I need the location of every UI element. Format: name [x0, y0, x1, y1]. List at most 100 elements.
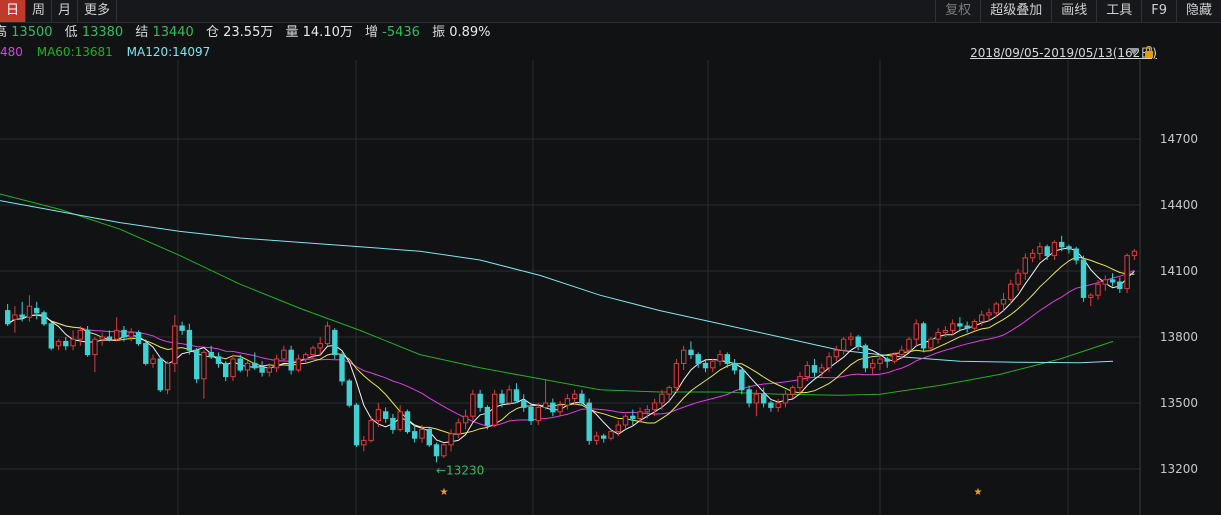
- candle[interactable]: [564, 398, 571, 406]
- tab-daily[interactable]: 日: [0, 0, 27, 22]
- candle[interactable]: [186, 329, 193, 351]
- candle[interactable]: [317, 343, 323, 349]
- candle[interactable]: [899, 349, 905, 356]
- candle[interactable]: [157, 358, 164, 391]
- candle[interactable]: [295, 358, 302, 371]
- tab-more[interactable]: 更多: [78, 0, 118, 22]
- candle[interactable]: [891, 354, 898, 362]
- candle[interactable]: [1109, 279, 1116, 283]
- candle[interactable]: [579, 393, 585, 404]
- draw-line-button[interactable]: 画线: [1051, 0, 1096, 22]
- candle[interactable]: [484, 406, 491, 426]
- candle[interactable]: [913, 323, 919, 340]
- candle[interactable]: [1080, 259, 1087, 298]
- candle[interactable]: [681, 349, 687, 364]
- candle[interactable]: [586, 402, 592, 441]
- candle[interactable]: [5, 310, 11, 325]
- candle[interactable]: [557, 404, 563, 413]
- candle[interactable]: [593, 435, 600, 441]
- candle[interactable]: [819, 367, 825, 373]
- hide-button[interactable]: 隐藏: [1175, 0, 1221, 22]
- candle[interactable]: [855, 336, 861, 347]
- candle[interactable]: [346, 380, 353, 406]
- candle[interactable]: [877, 358, 883, 364]
- candle[interactable]: [259, 367, 265, 373]
- candle[interactable]: [950, 323, 956, 331]
- dropdown-triangle-icon[interactable]: [1129, 48, 1139, 55]
- candle[interactable]: [266, 367, 273, 373]
- candle[interactable]: [550, 402, 556, 413]
- candle[interactable]: [572, 393, 578, 400]
- candle[interactable]: [179, 325, 185, 331]
- candle[interactable]: [775, 402, 781, 408]
- event-marker-icon[interactable]: ★: [974, 487, 983, 498]
- candle[interactable]: [1102, 279, 1108, 285]
- candle[interactable]: [986, 312, 992, 316]
- candle[interactable]: [542, 402, 549, 408]
- tab-monthly[interactable]: 月: [52, 0, 79, 22]
- candle[interactable]: [368, 420, 374, 441]
- candle[interactable]: [782, 393, 789, 404]
- candle[interactable]: [55, 340, 62, 347]
- candle[interactable]: [528, 406, 534, 422]
- candle[interactable]: [194, 349, 200, 380]
- candle[interactable]: [99, 336, 105, 340]
- candle[interactable]: [34, 307, 40, 314]
- candle[interactable]: [150, 358, 156, 364]
- candle[interactable]: [666, 387, 672, 395]
- candle[interactable]: [230, 358, 236, 378]
- candle[interactable]: [223, 362, 229, 378]
- candle[interactable]: [164, 362, 171, 391]
- adjust-button[interactable]: 复权: [935, 0, 980, 22]
- candle[interactable]: [659, 393, 665, 404]
- candle[interactable]: [608, 431, 614, 439]
- candle[interactable]: [1095, 283, 1101, 296]
- candle[interactable]: [724, 354, 730, 364]
- candle[interactable]: [208, 351, 214, 358]
- candle[interactable]: [957, 323, 963, 327]
- candle[interactable]: [26, 305, 33, 318]
- candle[interactable]: [470, 393, 476, 417]
- candle[interactable]: [84, 329, 91, 356]
- candle[interactable]: [237, 358, 244, 371]
- candle[interactable]: [48, 323, 54, 349]
- f9-button[interactable]: F9: [1141, 0, 1176, 22]
- tab-weekly[interactable]: 周: [26, 0, 53, 22]
- kline-chart[interactable]: 14700 14400 14100 13800 13500 13200 ←13230 ★ ★: [0, 60, 1221, 515]
- candle[interactable]: [1000, 299, 1007, 305]
- candle[interactable]: [506, 389, 512, 404]
- candle[interactable]: [601, 435, 607, 439]
- candle[interactable]: [521, 400, 527, 408]
- candle[interactable]: [637, 411, 643, 419]
- candle[interactable]: [492, 393, 498, 426]
- candle[interactable]: [201, 351, 207, 380]
- candle[interactable]: [339, 354, 345, 382]
- candle[interactable]: [840, 338, 847, 351]
- candle[interactable]: [63, 340, 69, 347]
- candle[interactable]: [19, 314, 25, 318]
- candle[interactable]: [288, 349, 294, 371]
- candle[interactable]: [215, 356, 222, 364]
- candle[interactable]: [375, 409, 382, 422]
- candle[interactable]: [1124, 255, 1130, 290]
- candle[interactable]: [906, 338, 912, 351]
- candle[interactable]: [1066, 246, 1072, 250]
- candle[interactable]: [397, 411, 403, 430]
- overlay-button[interactable]: 超级叠加: [980, 0, 1051, 22]
- candle[interactable]: [746, 389, 752, 404]
- candle[interactable]: [862, 345, 869, 369]
- candle[interactable]: [172, 325, 178, 364]
- candle[interactable]: [884, 358, 890, 362]
- candle[interactable]: [1131, 250, 1138, 257]
- candle[interactable]: [324, 325, 331, 345]
- candle[interactable]: [702, 362, 709, 369]
- candle[interactable]: [1073, 248, 1079, 261]
- candle[interactable]: [731, 362, 738, 371]
- candle[interactable]: [695, 354, 701, 364]
- candle[interactable]: [535, 406, 541, 422]
- candle[interactable]: [717, 354, 723, 362]
- candle[interactable]: [12, 314, 18, 320]
- candle[interactable]: [753, 393, 760, 404]
- candle[interactable]: [252, 362, 258, 369]
- candle[interactable]: [273, 358, 280, 369]
